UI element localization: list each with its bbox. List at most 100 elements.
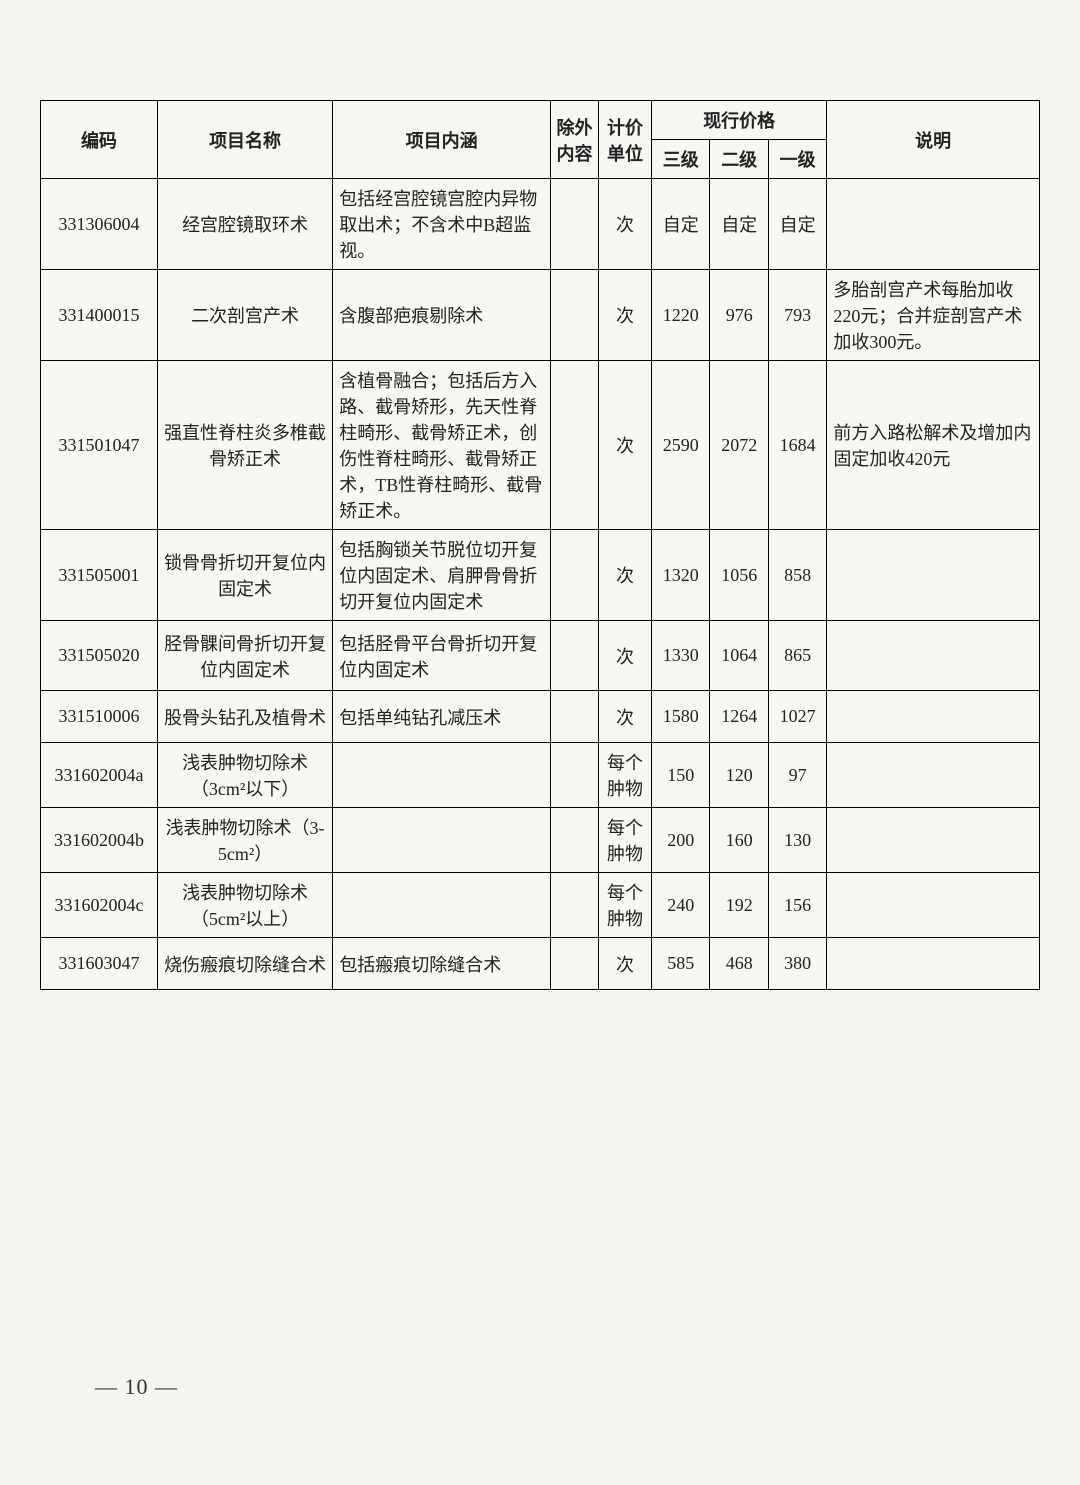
cell-unit: 次 [598,938,651,990]
cell-desc [827,938,1040,990]
cell-code: 331501047 [41,361,158,530]
cell-p1: 858 [768,530,826,621]
header-unit: 计价单位 [598,101,651,179]
cell-code: 331602004a [41,743,158,808]
cell-p1: 865 [768,621,826,691]
cell-unit: 次 [598,530,651,621]
cell-unit: 每个肿物 [598,808,651,873]
cell-p2: 2072 [710,361,768,530]
header-exclude: 除外内容 [551,101,599,179]
cell-name: 股骨头钻孔及植骨术 [157,691,332,743]
cell-p2: 192 [710,873,768,938]
cell-name: 锁骨骨折切开复位内固定术 [157,530,332,621]
table-row: 331501047 强直性脊柱炎多椎截骨矫正术 含植骨融合；包括后方入路、截骨矫… [41,361,1040,530]
cell-code: 331602004b [41,808,158,873]
cell-exclude [551,621,599,691]
cell-p3: 200 [652,808,710,873]
cell-p1: 156 [768,873,826,938]
cell-exclude [551,808,599,873]
table-row: 331603047 烧伤瘢痕切除缝合术 包括瘢痕切除缝合术 次 585 468 … [41,938,1040,990]
cell-exclude [551,873,599,938]
cell-unit: 次 [598,270,651,361]
cell-content: 包括胫骨平台骨折切开复位内固定术 [333,621,551,691]
cell-unit: 次 [598,361,651,530]
cell-name: 经宫腔镜取环术 [157,179,332,270]
cell-exclude [551,530,599,621]
cell-name: 胫骨髁间骨折切开复位内固定术 [157,621,332,691]
cell-name: 浅表肿物切除术（3-5cm²） [157,808,332,873]
cell-code: 331510006 [41,691,158,743]
cell-content [333,808,551,873]
cell-exclude [551,938,599,990]
cell-desc [827,743,1040,808]
cell-code: 331400015 [41,270,158,361]
header-name: 项目名称 [157,101,332,179]
table-row: 331400015 二次剖宫产术 含腹部疤痕剔除术 次 1220 976 793… [41,270,1040,361]
table-row: 331505001 锁骨骨折切开复位内固定术 包括胸锁关节脱位切开复位内固定术、… [41,530,1040,621]
cell-exclude [551,179,599,270]
cell-content: 含腹部疤痕剔除术 [333,270,551,361]
header-content: 项目内涵 [333,101,551,179]
cell-p1: 793 [768,270,826,361]
header-price-group: 现行价格 [652,101,827,140]
cell-p2: 468 [710,938,768,990]
cell-desc [827,530,1040,621]
cell-unit: 次 [598,621,651,691]
cell-code: 331505020 [41,621,158,691]
header-level2: 二级 [710,140,768,179]
cell-p3: 1330 [652,621,710,691]
cell-p3: 1580 [652,691,710,743]
cell-desc [827,621,1040,691]
cell-content: 包括单纯钻孔减压术 [333,691,551,743]
cell-unit: 每个肿物 [598,743,651,808]
cell-name: 二次剖宫产术 [157,270,332,361]
table-row: 331602004a 浅表肿物切除术（3cm²以下） 每个肿物 150 120 … [41,743,1040,808]
cell-content [333,873,551,938]
cell-exclude [551,361,599,530]
cell-content: 包括胸锁关节脱位切开复位内固定术、肩胛骨骨折切开复位内固定术 [333,530,551,621]
cell-code: 331306004 [41,179,158,270]
table-row: 331505020 胫骨髁间骨折切开复位内固定术 包括胫骨平台骨折切开复位内固定… [41,621,1040,691]
pricing-table: 编码 项目名称 项目内涵 除外内容 计价单位 现行价格 说明 三级 二级 一级 … [40,100,1040,990]
document-page: 编码 项目名称 项目内涵 除外内容 计价单位 现行价格 说明 三级 二级 一级 … [40,100,1040,990]
cell-desc [827,691,1040,743]
table-row: 331602004b 浅表肿物切除术（3-5cm²） 每个肿物 200 160 … [41,808,1040,873]
cell-p2: 1064 [710,621,768,691]
header-code: 编码 [41,101,158,179]
cell-desc: 前方入路松解术及增加内固定加收420元 [827,361,1040,530]
cell-p1: 380 [768,938,826,990]
cell-content [333,743,551,808]
cell-p1: 1027 [768,691,826,743]
cell-unit: 次 [598,179,651,270]
cell-content: 含植骨融合；包括后方入路、截骨矫形，先天性脊柱畸形、截骨矫正术，创伤性脊柱畸形、… [333,361,551,530]
cell-p3: 150 [652,743,710,808]
cell-unit: 每个肿物 [598,873,651,938]
cell-p2: 976 [710,270,768,361]
table-row: 331602004c 浅表肿物切除术（5cm²以上） 每个肿物 240 192 … [41,873,1040,938]
cell-desc [827,808,1040,873]
cell-p3: 自定 [652,179,710,270]
cell-p2: 自定 [710,179,768,270]
header-level1: 一级 [768,140,826,179]
cell-p3: 1320 [652,530,710,621]
cell-desc [827,873,1040,938]
header-level3: 三级 [652,140,710,179]
cell-exclude [551,270,599,361]
cell-name: 强直性脊柱炎多椎截骨矫正术 [157,361,332,530]
cell-content: 包括经宫腔镜宫腔内异物取出术；不含术中B超监视。 [333,179,551,270]
cell-name: 浅表肿物切除术（5cm²以上） [157,873,332,938]
cell-p3: 240 [652,873,710,938]
cell-name: 浅表肿物切除术（3cm²以下） [157,743,332,808]
cell-p1: 1684 [768,361,826,530]
cell-desc [827,179,1040,270]
cell-code: 331603047 [41,938,158,990]
cell-p1: 自定 [768,179,826,270]
cell-p2: 160 [710,808,768,873]
cell-p3: 585 [652,938,710,990]
cell-code: 331602004c [41,873,158,938]
cell-p1: 130 [768,808,826,873]
header-row-1: 编码 项目名称 项目内涵 除外内容 计价单位 现行价格 说明 [41,101,1040,140]
cell-exclude [551,691,599,743]
cell-content: 包括瘢痕切除缝合术 [333,938,551,990]
page-number: — 10 — [95,1374,178,1400]
